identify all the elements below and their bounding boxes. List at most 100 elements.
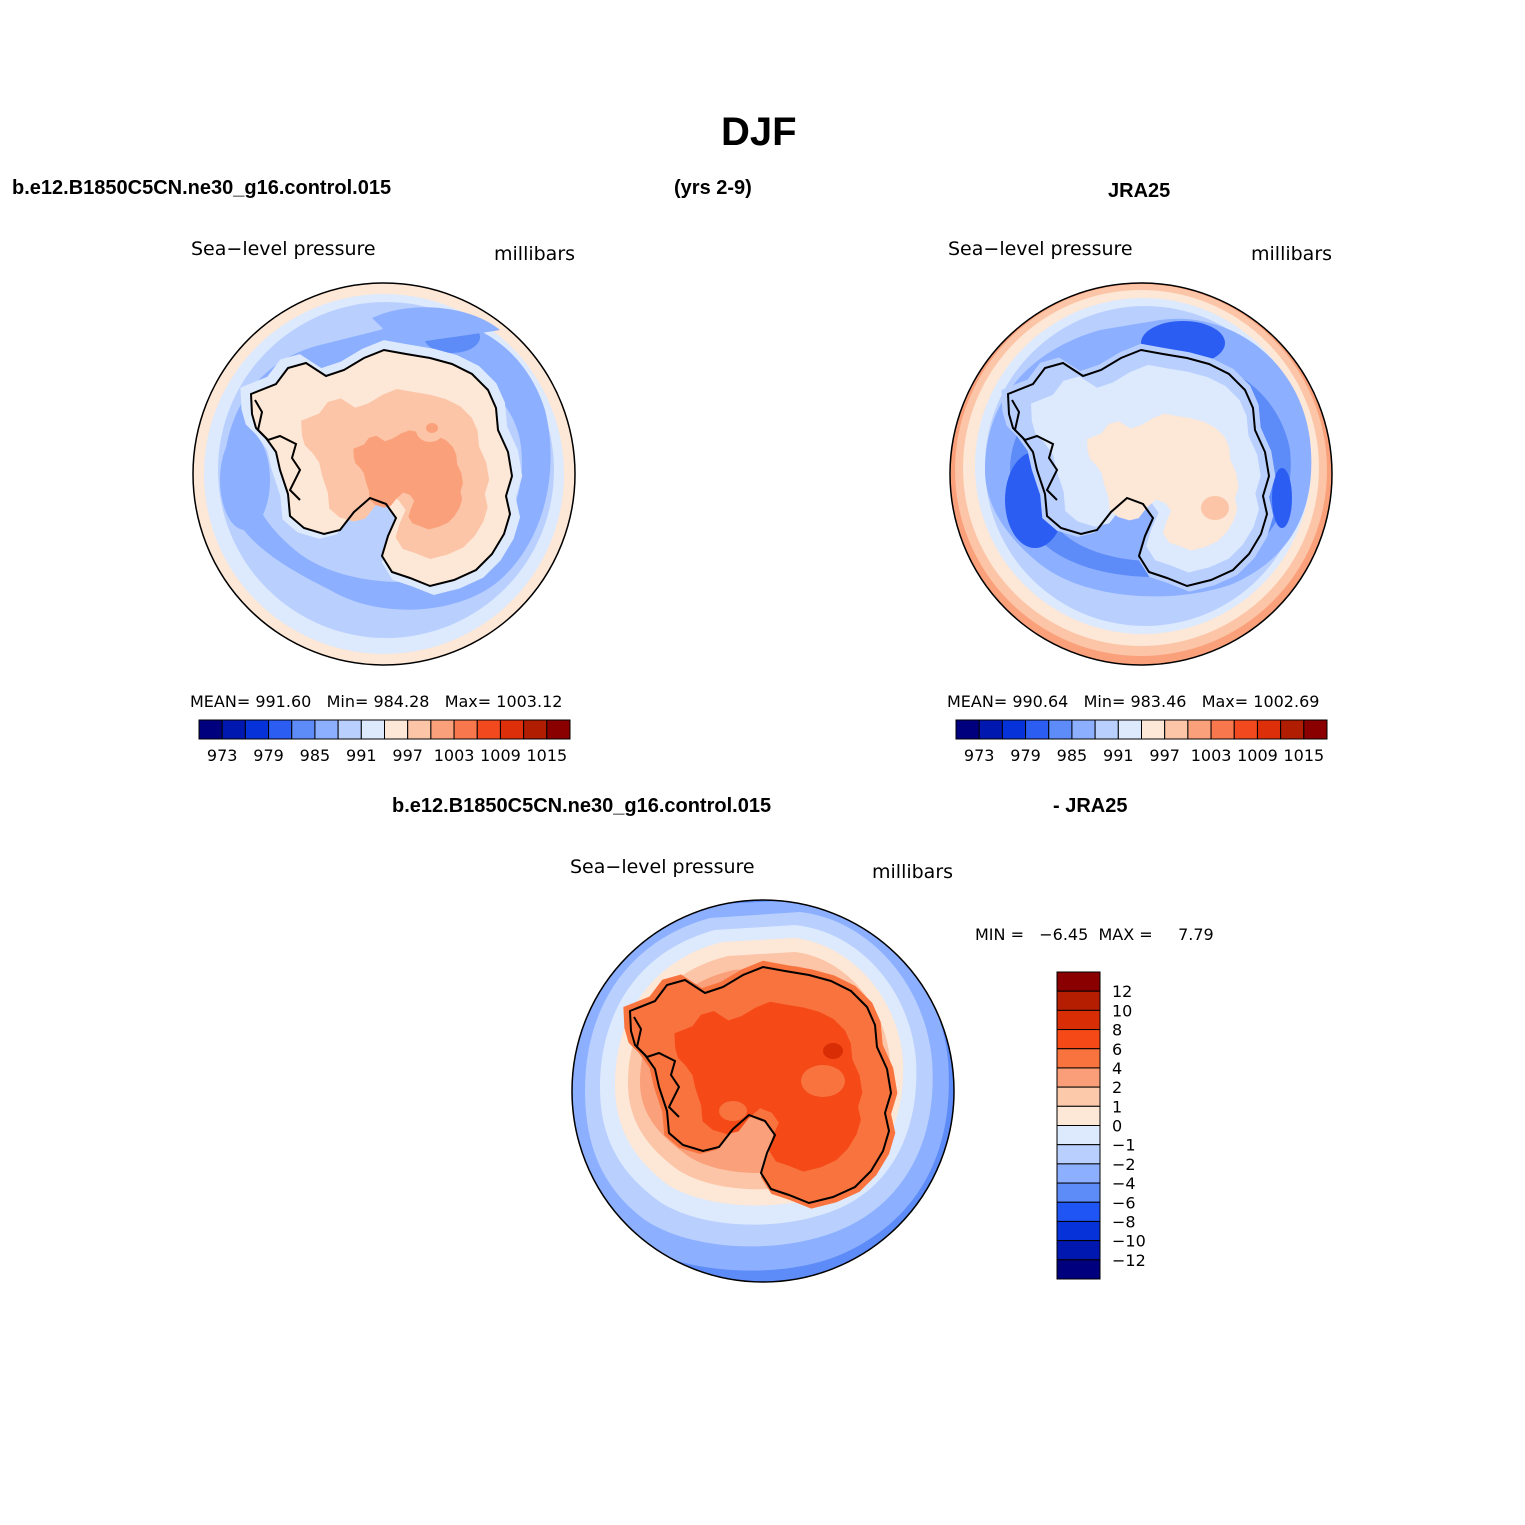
colorbar-swatch (978, 719, 1003, 740)
colorbar-swatch (407, 719, 432, 740)
colorbar-tick-label: 985 (1057, 746, 1088, 765)
colorbar-swatch (268, 719, 293, 740)
colorbar-tick-label: 6 (1112, 1040, 1122, 1059)
colorbar-swatch (221, 719, 246, 740)
colorbar-swatch (1056, 1144, 1101, 1165)
colorbar-swatch (384, 719, 409, 740)
top-left-variable-label: Sea−level pressure (191, 238, 376, 260)
colorbar-swatch (1056, 1163, 1101, 1184)
colorbar-tick-label: 1 (1112, 1097, 1122, 1116)
colorbar-tick-label: −12 (1112, 1251, 1146, 1270)
colorbar-swatch (360, 719, 385, 740)
colorbar-swatch (1056, 1182, 1101, 1203)
colorbar-swatch (1280, 719, 1305, 740)
top-left-case-label: b.e12.B1850C5CN.ne30_g16.control.015 (12, 177, 392, 199)
colorbar-swatch (1025, 719, 1050, 740)
colorbar-tick-label: 1009 (1237, 746, 1278, 765)
colorbar-tick-label: 973 (207, 746, 238, 765)
colorbar-swatch (1056, 1029, 1101, 1050)
bottom-minus-label: - JRA25 (1053, 795, 1128, 817)
top-right-stats: MEAN= 990.64 Min= 983.46 Max= 1002.69 (947, 692, 1320, 711)
colorbar-swatch (1164, 719, 1189, 740)
colorbar-tick-label: −2 (1112, 1155, 1136, 1174)
colorbar-swatch (1056, 1259, 1101, 1280)
colorbar-swatch (1210, 719, 1235, 740)
colorbar-swatch (453, 719, 478, 740)
colorbar-tick-label: 12 (1112, 982, 1132, 1001)
colorbar-swatch (291, 719, 316, 740)
colorbar-tick-label: 8 (1112, 1021, 1122, 1040)
colorbar-swatch (1056, 990, 1101, 1011)
colorbar-tick-label: 10 (1112, 1001, 1132, 1020)
bottom-units-label: millibars (872, 861, 954, 883)
colorbar-swatch (1048, 719, 1073, 740)
top-right-colorbar: 973 979 985 991 997 1003 1009 1015 (955, 719, 1328, 765)
colorbar-swatch (1056, 1048, 1101, 1069)
model-slp-map (193, 283, 575, 665)
colorbar-swatch (1056, 1125, 1101, 1146)
colorbar-swatch (244, 719, 270, 740)
colorbar-tick-label: −6 (1112, 1193, 1136, 1212)
colorbar-tick-label: 4 (1112, 1059, 1122, 1078)
colorbar-tick-label: 997 (392, 746, 423, 765)
top-left-colorbar: 973 979 985 991 997 1003 1009 1015 (198, 719, 571, 765)
colorbar-swatch (1056, 971, 1101, 992)
colorbar-tick-label: 0 (1112, 1117, 1122, 1136)
colorbar-swatch (1056, 1067, 1101, 1088)
top-right-case-label: JRA25 (1108, 180, 1171, 202)
colorbar-swatch (499, 719, 525, 740)
colorbar-tick-label: 985 (300, 746, 331, 765)
colorbar-swatch (1056, 1105, 1101, 1126)
top-left-units-label: millibars (494, 243, 576, 265)
bottom-variable-label: Sea−level pressure (570, 856, 755, 878)
colorbar-tick-label: 997 (1149, 746, 1180, 765)
colorbar-swatch (1256, 719, 1282, 740)
colorbar-swatch (1001, 719, 1027, 740)
colorbar-swatch (430, 719, 455, 740)
colorbar-swatch (1056, 1009, 1101, 1031)
colorbar-swatch (198, 719, 223, 740)
colorbar-swatch (955, 719, 980, 740)
colorbar-swatch (1303, 719, 1328, 740)
colorbar-swatch (1141, 719, 1166, 740)
model-map-border (192, 282, 576, 666)
figure-title: DJF (721, 110, 797, 154)
colorbar-swatch (1071, 719, 1096, 740)
colorbar-tick-label: 2 (1112, 1078, 1122, 1097)
colorbar-swatch (1117, 719, 1142, 740)
colorbar-tick-label: 973 (964, 746, 995, 765)
colorbar-swatch (1056, 1201, 1101, 1222)
colorbar-swatch (337, 719, 362, 740)
bottom-stats: MIN = −6.45 MAX = 7.79 (975, 925, 1214, 944)
colorbar-swatch (1056, 1240, 1101, 1261)
colorbar-tick-label: −4 (1112, 1174, 1136, 1193)
colorbar-swatch (476, 719, 501, 740)
difference-slp-map (572, 900, 954, 1282)
colorbar-swatch (1233, 719, 1258, 740)
colorbar-swatch (523, 719, 548, 740)
colorbar-tick-label: 1003 (1191, 746, 1232, 765)
colorbar-tick-label: 1003 (434, 746, 475, 765)
top-left-stats: MEAN= 991.60 Min= 984.28 Max= 1003.12 (190, 692, 563, 711)
colorbar-tick-label: −1 (1112, 1136, 1136, 1155)
top-right-units-label: millibars (1251, 243, 1333, 265)
colorbar-swatch (314, 719, 339, 740)
colorbar-swatch (1187, 719, 1212, 740)
colorbar-tick-label: 979 (253, 746, 284, 765)
jra25-map-border (949, 282, 1333, 666)
colorbar-tick-label: 991 (346, 746, 377, 765)
colorbar-swatch (546, 719, 571, 740)
colorbar-tick-label: −8 (1112, 1212, 1136, 1231)
colorbar-tick-label: 979 (1010, 746, 1041, 765)
colorbar-tick-label: −10 (1112, 1232, 1146, 1251)
colorbar-tick-label: 991 (1103, 746, 1134, 765)
years-label: (yrs 2-9) (674, 177, 752, 199)
colorbar-tick-label: 1009 (480, 746, 521, 765)
colorbar-swatch (1056, 1086, 1101, 1107)
top-right-variable-label: Sea−level pressure (948, 238, 1133, 260)
jra25-slp-map (950, 283, 1332, 665)
bottom-case-label: b.e12.B1850C5CN.ne30_g16.control.015 (392, 795, 772, 817)
colorbar-tick-label: 1015 (526, 746, 567, 765)
